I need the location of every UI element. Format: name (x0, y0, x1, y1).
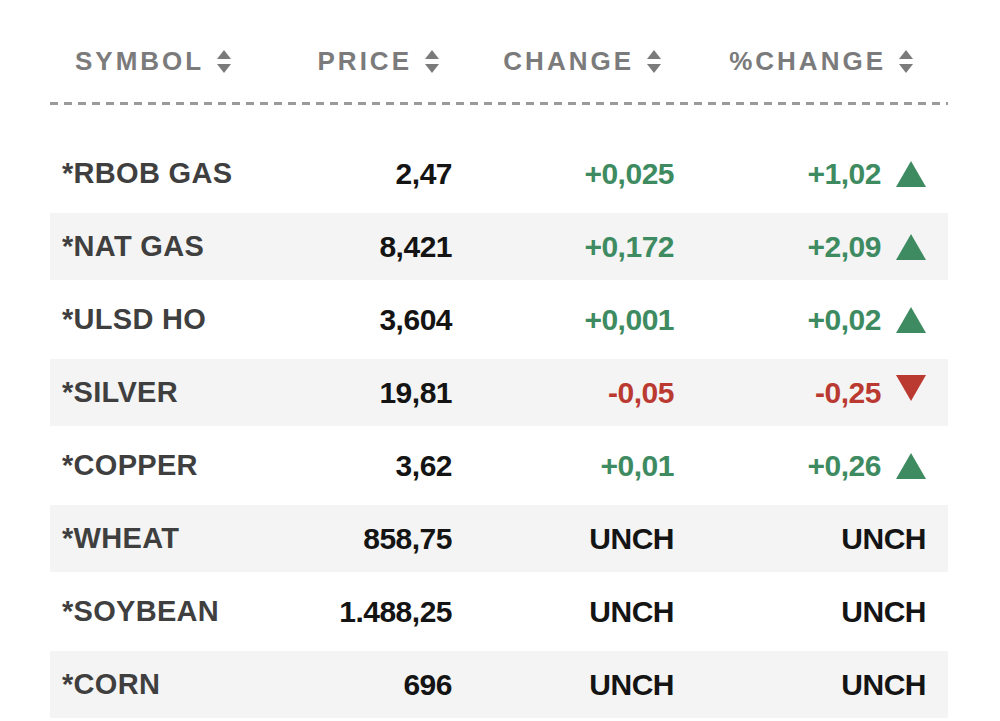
table-body: *RBOB GAS 2,47 +0,025 +1,02 *NAT GAS 8,4… (50, 137, 948, 721)
symbol-cell: *WHEAT (62, 522, 302, 555)
triangle-up-icon (896, 161, 926, 187)
change-cell: UNCH (452, 522, 674, 556)
table-row[interactable]: *CORN 696 UNCH UNCH (50, 648, 948, 721)
table-header: SYMBOL PRICE CHANGE %CHANGE (50, 0, 948, 77)
table-row[interactable]: *SILVER 19,81 -0,05 -0,25 (50, 356, 948, 429)
change-cell: +0,01 (452, 449, 674, 483)
pct-change-cell: +0,02 (674, 303, 926, 337)
commodities-quotes-widget: SYMBOL PRICE CHANGE %CHANGE *RBOB GAS 2,… (50, 0, 948, 721)
sort-arrows-icon[interactable] (425, 50, 439, 73)
dashed-divider (50, 102, 948, 105)
change-cell: UNCH (452, 595, 674, 629)
symbol-cell: *SILVER (62, 376, 302, 409)
price-cell: 3,604 (302, 303, 452, 337)
sort-arrows-icon[interactable] (217, 50, 231, 73)
change-cell: -0,05 (452, 376, 674, 410)
pct-change-value: +2,09 (808, 230, 881, 264)
sort-arrows-icon[interactable] (899, 50, 913, 73)
pct-change-value: UNCH (841, 668, 926, 702)
symbol-cell: *SOYBEAN (62, 595, 302, 628)
symbol-cell: *NAT GAS (62, 230, 302, 263)
pct-change-cell: +1,02 (674, 157, 926, 191)
table-row[interactable]: *ULSD HO 3,604 +0,001 +0,02 (50, 283, 948, 356)
pct-change-cell: +0,26 (674, 449, 926, 483)
table-row[interactable]: *WHEAT 858,75 UNCH UNCH (50, 502, 948, 575)
column-header-symbol[interactable]: SYMBOL (62, 46, 302, 77)
symbol-cell: *CORN (62, 668, 302, 701)
table-row[interactable]: *NAT GAS 8,421 +0,172 +2,09 (50, 210, 948, 283)
column-header-symbol-label: SYMBOL (75, 46, 204, 77)
triangle-up-icon (896, 307, 926, 333)
price-cell: 1.488,25 (302, 595, 452, 629)
pct-change-cell: UNCH (674, 595, 926, 629)
change-cell: +0,001 (452, 303, 674, 337)
column-header-price[interactable]: PRICE (302, 46, 452, 77)
pct-change-cell: -0,25 (674, 376, 926, 410)
pct-change-value: +0,26 (808, 449, 881, 483)
pct-change-cell: +2,09 (674, 230, 926, 264)
price-cell: 2,47 (302, 157, 452, 191)
price-cell: 19,81 (302, 376, 452, 410)
pct-change-value: +1,02 (808, 157, 881, 191)
column-header-price-label: PRICE (318, 46, 412, 77)
change-cell: +0,172 (452, 230, 674, 264)
column-header-change-label: CHANGE (503, 46, 634, 77)
sort-arrows-icon[interactable] (647, 50, 661, 73)
symbol-cell: *COPPER (62, 449, 302, 482)
triangle-up-icon (896, 234, 926, 260)
price-cell: 696 (302, 668, 452, 702)
column-header-change[interactable]: CHANGE (452, 46, 674, 77)
table-row[interactable]: *COPPER 3,62 +0,01 +0,26 (50, 429, 948, 502)
price-cell: 858,75 (302, 522, 452, 556)
triangle-up-icon (896, 453, 926, 479)
table-row[interactable]: *RBOB GAS 2,47 +0,025 +1,02 (50, 137, 948, 210)
symbol-cell: *ULSD HO (62, 303, 302, 336)
table-row[interactable]: *SOYBEAN 1.488,25 UNCH UNCH (50, 575, 948, 648)
change-cell: +0,025 (452, 157, 674, 191)
symbol-cell: *RBOB GAS (62, 157, 302, 190)
column-header-pct-change[interactable]: %CHANGE (674, 46, 926, 77)
triangle-down-icon (896, 375, 926, 401)
price-cell: 8,421 (302, 230, 452, 264)
pct-change-value: -0,25 (815, 376, 881, 410)
column-header-pct-change-label: %CHANGE (729, 46, 886, 77)
pct-change-value: UNCH (841, 522, 926, 556)
pct-change-value: +0,02 (808, 303, 881, 337)
change-cell: UNCH (452, 668, 674, 702)
price-cell: 3,62 (302, 449, 452, 483)
pct-change-cell: UNCH (674, 668, 926, 702)
pct-change-value: UNCH (841, 595, 926, 629)
pct-change-cell: UNCH (674, 522, 926, 556)
